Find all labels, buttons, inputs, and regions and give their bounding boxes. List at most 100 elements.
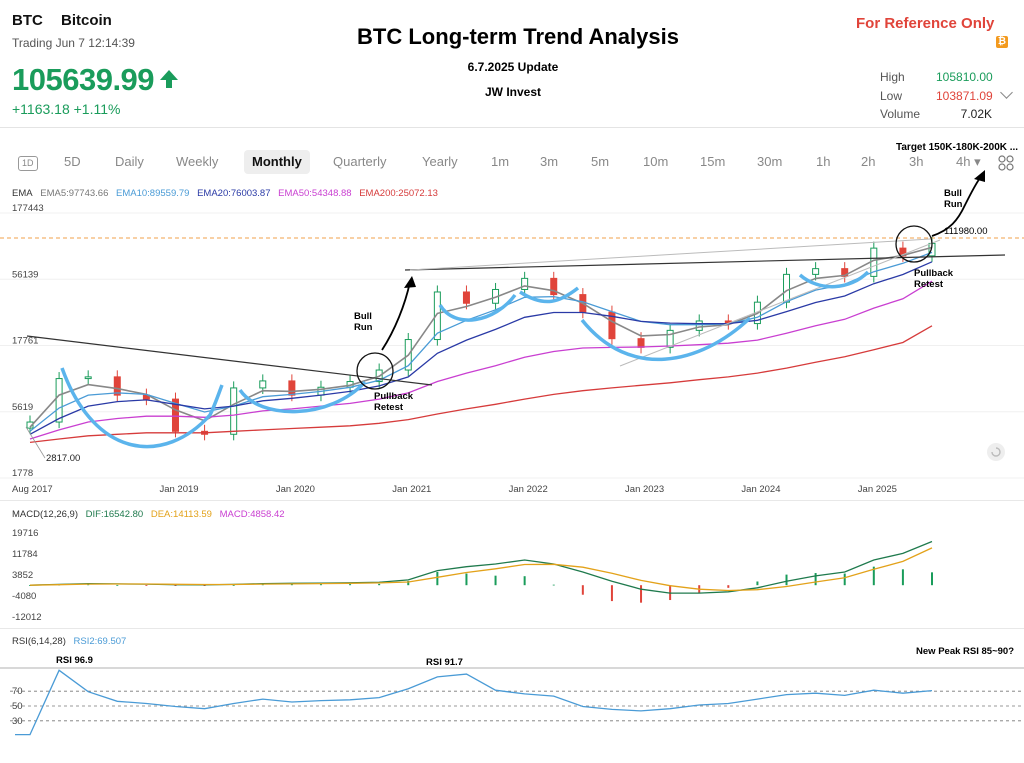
bitcoin-icon: ₿: [996, 36, 1008, 48]
candle-body: [666, 329, 674, 348]
date-tick-label: Jan 2019: [159, 484, 198, 495]
label-line: Retest: [374, 402, 404, 413]
upper-channel-line: [409, 238, 931, 271]
tab-5d[interactable]: 5D: [64, 154, 81, 169]
ema50-line: [29, 280, 933, 440]
macd-histogram-bar: [552, 584, 555, 586]
cup-pattern-3: [438, 293, 517, 322]
tab-1d[interactable]: 1D: [18, 156, 38, 171]
date-tick-label: Aug 2017: [12, 484, 53, 495]
rsi2-legend: RSI2:69.507: [73, 636, 127, 647]
cup-pattern-5: [580, 316, 752, 362]
tab-1m[interactable]: 1m: [491, 154, 510, 169]
date-tick-label: Jan 2021: [392, 484, 431, 495]
low-price-label: 2817.00: [46, 453, 80, 464]
tab-weekly[interactable]: Weekly: [176, 154, 219, 169]
rsi-peak-label-1: RSI 96.9: [56, 655, 93, 666]
candle-body: [84, 376, 92, 380]
macd-tick-label: 3852: [12, 570, 33, 581]
candle-body: [288, 380, 296, 396]
current-price: 105639.99: [12, 62, 179, 98]
candle-body: [695, 320, 703, 331]
macd-panel: 19716 11784 3852 -4080 -12012: [12, 528, 933, 623]
macd-histogram-bar: [901, 569, 904, 586]
tab-yearly[interactable]: Yearly: [422, 154, 458, 169]
price-tick-label: 17761: [12, 336, 38, 347]
tab-10m[interactable]: 10m: [643, 154, 669, 169]
ticker-symbol: BTC: [12, 12, 43, 29]
low-price-leader: [25, 426, 46, 459]
tab-monthly[interactable]: Monthly: [244, 150, 310, 174]
date-tick-label: Jan 2020: [276, 484, 315, 495]
asset-name: Bitcoin: [61, 12, 112, 29]
macd-histogram-bar: [29, 585, 31, 586]
panel-divider: [0, 628, 1024, 629]
tab-2h[interactable]: 2h: [861, 154, 876, 169]
ema5-legend: EMA5:97743.66: [40, 188, 109, 199]
price-value: 105639.99: [12, 62, 155, 97]
candle-body: [783, 273, 791, 303]
price-tick-label: 1778: [12, 468, 33, 479]
ema50-legend: EMA50:54348.88: [278, 188, 352, 199]
label-line: Run: [944, 199, 963, 210]
label-line: Retest: [914, 279, 944, 290]
macd-tick-label: -12012: [12, 612, 42, 623]
cup-pattern-2: [238, 380, 367, 414]
macd-tick-label: 11784: [12, 549, 38, 560]
macd-histogram-bar: [145, 585, 148, 586]
tab-3h[interactable]: 3h: [909, 154, 924, 169]
macd-histogram-bar: [349, 584, 352, 586]
tab-15m[interactable]: 15m: [700, 154, 726, 169]
macd-histogram-bar: [174, 585, 177, 586]
macd-histogram-bar: [407, 580, 410, 586]
price-change: +1163.18 +1.11%: [12, 101, 121, 117]
bull-run-arrow-1: [381, 281, 411, 351]
macd-histogram-bar: [116, 584, 119, 586]
macd-tick-label: -4080: [12, 591, 36, 602]
grid-icon[interactable]: [998, 155, 1014, 171]
macd-histogram-bar: [203, 585, 206, 586]
refresh-icon[interactable]: [987, 443, 1005, 461]
author-label: JW Invest: [484, 85, 541, 99]
rising-support-line: [619, 239, 941, 367]
tab-3m[interactable]: 3m: [540, 154, 559, 169]
rsi-tick-label: 50: [12, 701, 23, 712]
up-arrow-icon: [160, 70, 179, 88]
date-tick-label: Jan 2025: [858, 484, 897, 495]
dea-line: [29, 547, 933, 592]
pullback-retest-label-1: Pullback Retest: [374, 391, 414, 413]
bull-run-label-2: Bull Run: [944, 188, 963, 210]
macd-value-legend: MACD:4858.42: [219, 509, 285, 520]
rsi-tick-label: 70: [12, 686, 23, 697]
macd-legend-label: MACD(12,26,9): [12, 509, 78, 520]
descending-trendline: [26, 335, 433, 386]
trading-time: Trading Jun 7 12:14:39: [12, 36, 135, 50]
date-tick-label: Jan 2023: [625, 484, 664, 495]
tab-1h[interactable]: 1h: [816, 154, 831, 169]
stat-label: Volume: [880, 107, 921, 121]
tab-30m[interactable]: 30m: [757, 154, 783, 169]
stat-value: 7.02K: [960, 107, 992, 121]
rsi-legend-label: RSI(6,14,28): [12, 636, 66, 647]
tab-quarterly[interactable]: Quarterly: [333, 154, 387, 169]
stat-value: 103871.09: [936, 88, 993, 103]
candle-body: [521, 277, 529, 290]
stat-row: High 105810.00: [880, 68, 993, 87]
rsi-panel: 70 50 30: [0, 667, 1024, 736]
macd-histogram-bar: [494, 575, 497, 586]
macd-histogram-bar: [756, 581, 759, 586]
label-line: Pullback: [374, 391, 414, 402]
tab-4h[interactable]: 4h ▾: [956, 154, 981, 169]
timeframe-tabs: 1D 5D Daily Weekly Monthly Quarterly Yea…: [0, 150, 1024, 176]
macd-tick-label: 19716: [12, 528, 38, 539]
dif-legend: DIF:16542.80: [85, 509, 144, 520]
macd-histogram-bar: [378, 583, 381, 586]
bull-run-word-2: Bull: [944, 188, 962, 199]
disclaimer-label: For Reference Only: [856, 15, 995, 32]
candle-body: [637, 338, 645, 348]
tab-daily[interactable]: Daily: [115, 154, 144, 169]
tab-5m[interactable]: 5m: [591, 154, 610, 169]
arrowhead-icon: [974, 170, 985, 182]
ema200-legend: EMA200:25072.13: [359, 188, 438, 199]
